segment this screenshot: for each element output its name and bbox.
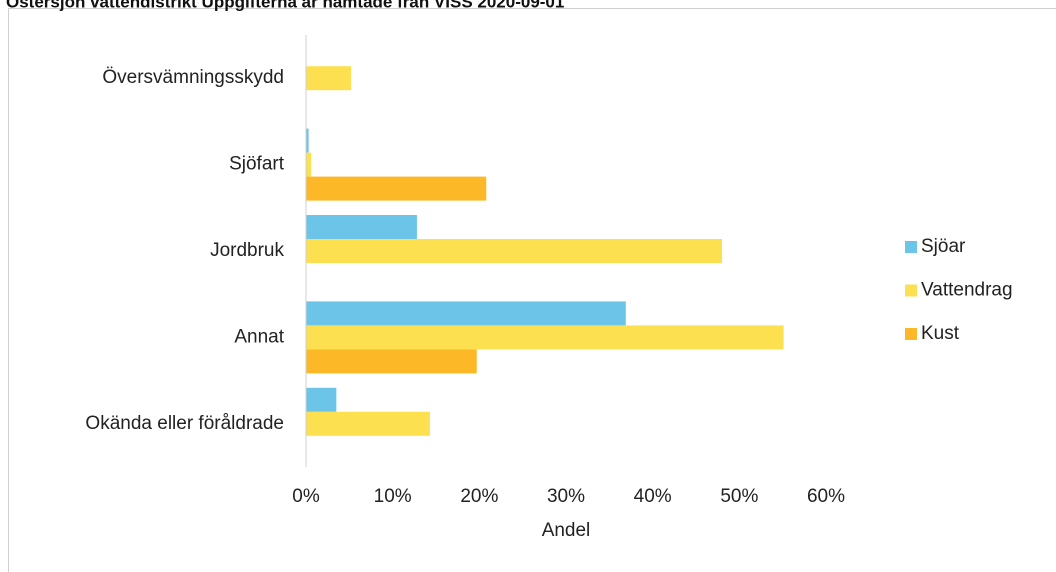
bar — [306, 301, 626, 326]
y-tick-label: Sjöfart — [229, 154, 285, 175]
x-tick-label: 10% — [374, 486, 412, 507]
x-axis-title: Andel — [542, 520, 591, 541]
x-tick-label: 30% — [547, 486, 585, 507]
legend-swatch — [905, 284, 917, 297]
legend-label: Sjöar — [921, 236, 966, 257]
chart-title: Östersjön vattendistrikt Uppgifterna är … — [6, 0, 564, 11]
legend-label: Vattendrag — [921, 280, 1013, 301]
y-tick-label: Okända eller föråldrade — [85, 413, 284, 434]
x-tick-label: 60% — [807, 486, 845, 507]
bar — [306, 411, 430, 436]
bar — [306, 325, 784, 350]
chart-border — [8, 8, 1056, 572]
bar — [306, 215, 417, 239]
bar — [306, 152, 312, 177]
bar — [306, 176, 487, 201]
x-tick-label: 50% — [720, 486, 758, 507]
bar — [306, 66, 352, 91]
bar — [306, 349, 477, 374]
bar — [306, 387, 337, 412]
legend-swatch — [905, 328, 917, 340]
y-tick-label: Annat — [234, 326, 284, 347]
y-tick-label: Översvämningsskydd — [102, 67, 284, 88]
x-tick-label: 20% — [460, 486, 498, 507]
legend-swatch — [905, 241, 917, 253]
y-tick-label: Jordbruk — [210, 240, 284, 261]
legend-label: Kust — [921, 323, 960, 344]
bar — [306, 239, 722, 263]
x-tick-label: 0% — [292, 486, 320, 507]
x-tick-label: 40% — [634, 486, 672, 507]
bar — [306, 128, 309, 153]
